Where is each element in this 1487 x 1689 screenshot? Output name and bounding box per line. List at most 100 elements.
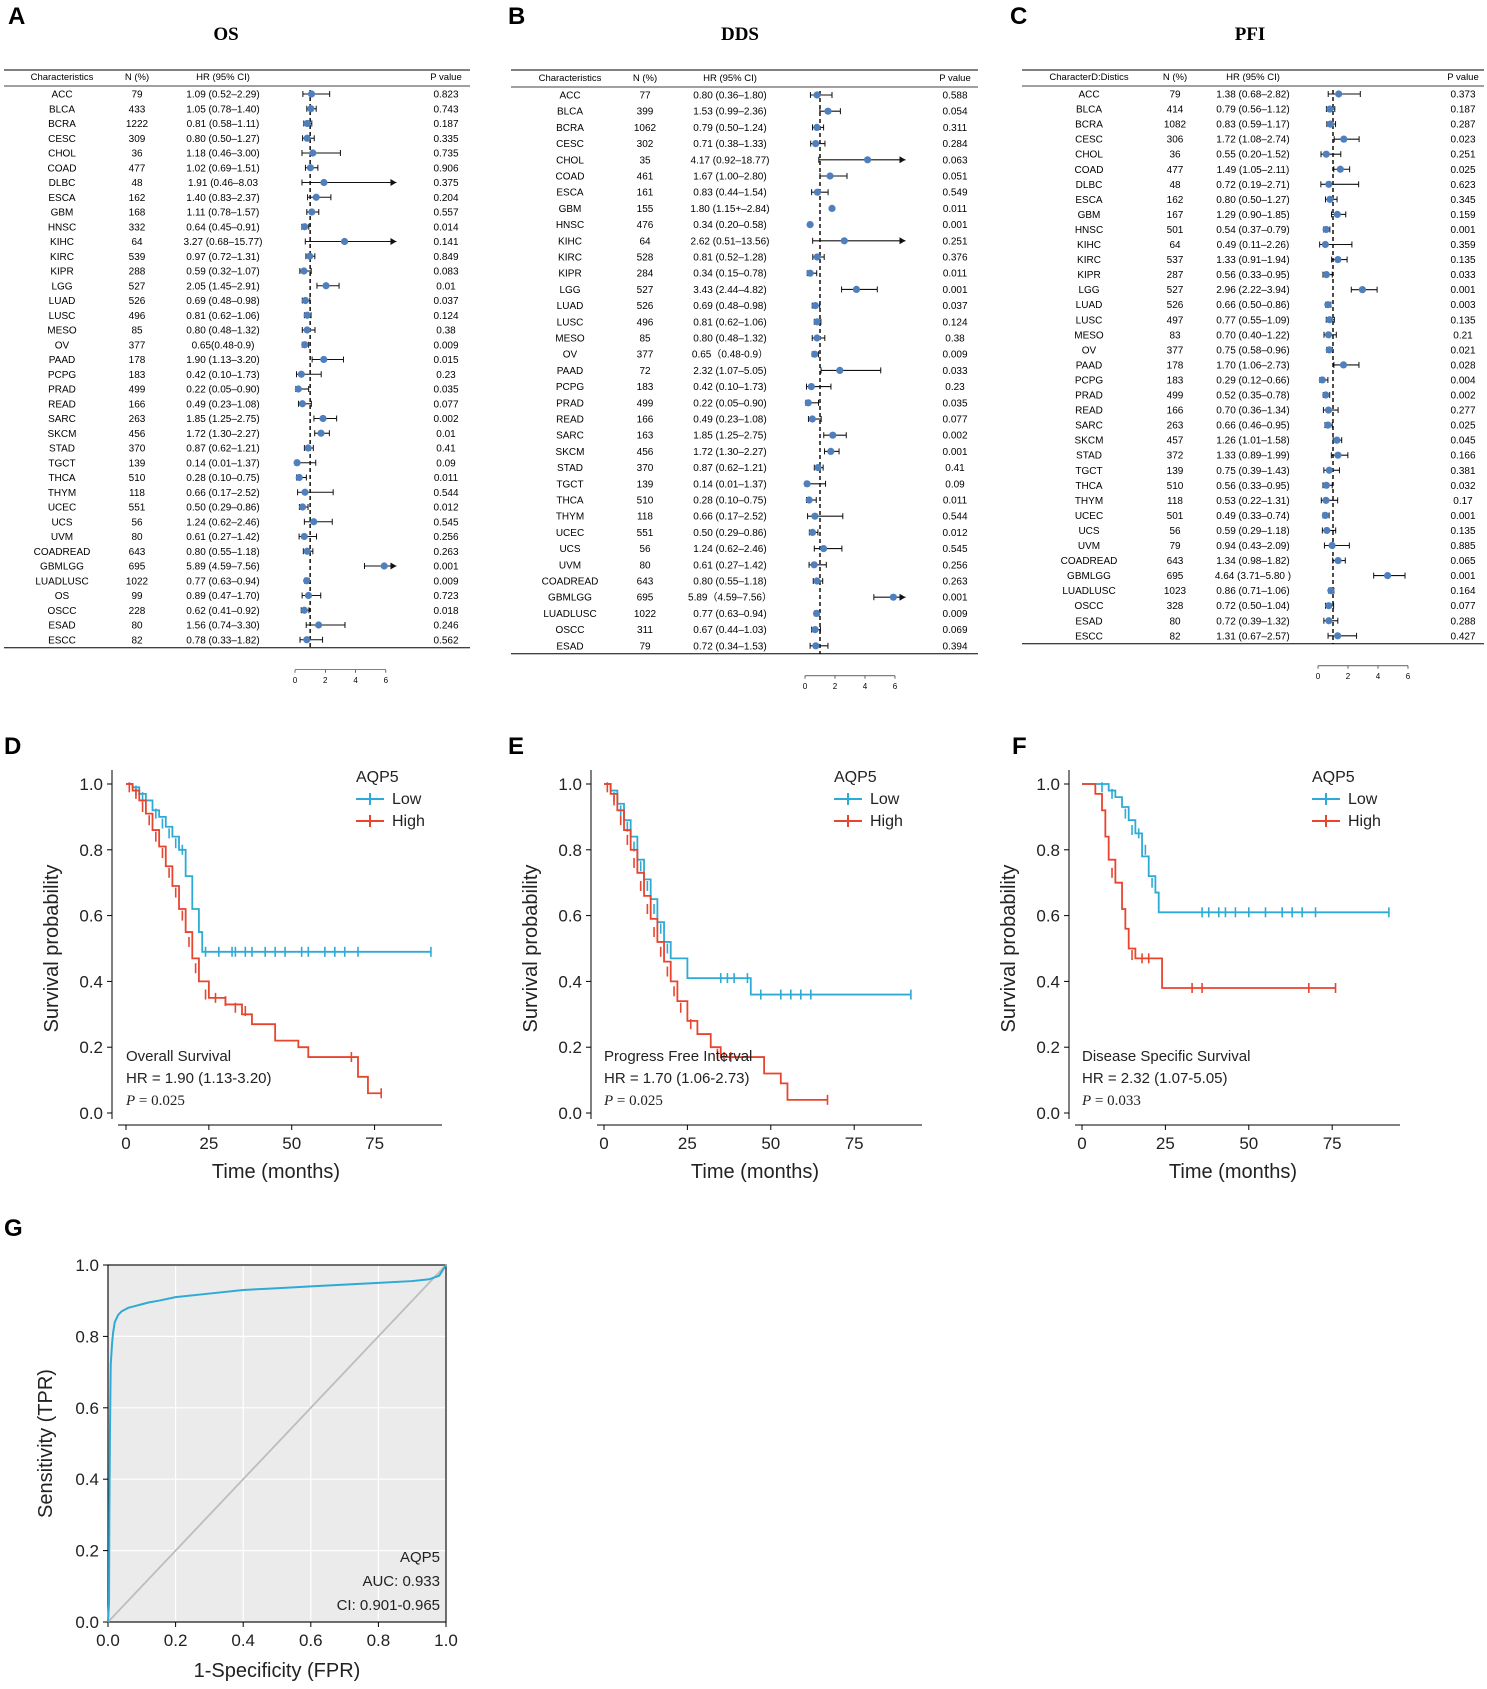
km-x-tick-label: 25 — [199, 1134, 218, 1153]
row-p-value: 0.037 — [942, 301, 967, 312]
row-hr-ci: 1.38 (0.68–2.82) — [1216, 90, 1289, 101]
hr-point — [803, 480, 811, 488]
row-hr-ci: 0.14 (0.01–1.37) — [186, 458, 259, 469]
row-label: THCA — [48, 473, 76, 484]
row-label: PRAD — [48, 385, 76, 396]
row-p-value: 0.623 — [1450, 180, 1475, 191]
row-n: 166 — [129, 399, 146, 410]
row-hr-ci: 0.65(0.48-0.9) — [192, 340, 255, 351]
row-label: LUADLUSC — [543, 609, 596, 620]
hr-point — [1325, 346, 1333, 354]
forest-title: OS — [213, 24, 238, 45]
row-p-value: 0.124 — [433, 311, 458, 322]
row-hr-ci: 1.05 (0.78–1.40) — [186, 104, 259, 115]
row-p-value: 0.906 — [433, 163, 458, 174]
row-p-value: 0.345 — [1450, 195, 1475, 206]
row-p-value: 0.394 — [942, 641, 967, 652]
row-p-value: 0.38 — [436, 326, 456, 337]
row-p-value: 0.083 — [433, 267, 458, 278]
row-label: CHOL — [1075, 150, 1103, 161]
hr-point — [297, 370, 305, 378]
hr-point — [810, 561, 818, 569]
p-value: = 0.033 — [1091, 1093, 1141, 1109]
hr-point — [1325, 180, 1333, 188]
row-n: 56 — [639, 544, 651, 555]
km-y-tick-label: 0.4 — [558, 972, 582, 991]
row-hr-ci: 3.27 (0.68–15.77) — [184, 237, 263, 248]
row-label: COAD — [556, 172, 585, 183]
row-p-value: 0.025 — [1450, 421, 1475, 432]
forest-row: PRAD 499 0.22 (0.05–0.90) 0.035 — [48, 385, 459, 396]
hr-point — [826, 172, 834, 180]
km-legend-label: High — [392, 813, 425, 830]
ci-arrow — [390, 562, 397, 570]
hr-point — [840, 237, 848, 245]
forest-row: STAD 370 0.87 (0.62–1.21) 0.41 — [49, 444, 456, 455]
row-hr-ci: 0.56 (0.33–0.95) — [1216, 481, 1289, 492]
km-annotation-hr: HR = 1.70 (1.06-2.73) — [604, 1070, 750, 1087]
row-hr-ci: 0.94 (0.43–2.09) — [1216, 541, 1289, 552]
km-legend-label: Low — [870, 791, 900, 808]
row-hr-ci: 0.34 (0.15–0.78) — [693, 269, 766, 280]
forest-row: CESC 306 1.72 (1.08–2.74) 0.023 — [1075, 135, 1476, 146]
row-label: GBM — [1078, 210, 1101, 221]
row-label: THYM — [48, 488, 76, 499]
row-n: 526 — [637, 301, 654, 312]
km-plot-progress-free-interval: 0.0 0.2 0.4 0.6 0.8 1.0 0 25 50 75 Time (months) Su… — [520, 769, 922, 1183]
row-hr-ci: 0.79 (0.56–1.12) — [1216, 105, 1289, 116]
hr-point — [1322, 225, 1330, 234]
panel-label-g: G — [4, 1215, 23, 1242]
row-p-value: 0.014 — [433, 222, 458, 233]
row-hr-ci: 1.80 (1.15+–2.84) — [690, 204, 769, 215]
row-p-value: 0.001 — [1450, 511, 1475, 522]
hr-point — [315, 621, 323, 629]
km-y-tick-label: 0.8 — [558, 841, 582, 860]
km-legend-label: Low — [392, 791, 422, 808]
row-n: 56 — [131, 517, 143, 528]
forest-row: READ 166 0.49 (0.23–1.08) 0.077 — [556, 415, 968, 426]
hr-point — [813, 318, 821, 326]
row-hr-ci: 0.67 (0.44–1.03) — [693, 625, 766, 636]
row-hr-ci: 0.77 (0.55–1.09) — [1216, 315, 1289, 326]
row-label: OSCC — [556, 625, 585, 636]
panel-label-f: F — [1012, 733, 1027, 760]
row-n: 539 — [129, 252, 146, 263]
roc-curve-reference — [107, 1264, 447, 1623]
hr-point — [322, 282, 330, 290]
row-hr-ci: 0.89 (0.47–1.70) — [186, 591, 259, 602]
km-x-tick-label: 50 — [761, 1134, 780, 1153]
row-label: SKCM — [1075, 436, 1104, 447]
row-label: GBMLGG — [1067, 571, 1111, 582]
hr-point — [1324, 331, 1333, 339]
row-n: 166 — [637, 415, 654, 426]
row-label: LGG — [559, 285, 580, 296]
row-p-value: 0.077 — [942, 415, 967, 426]
hr-point — [308, 208, 316, 216]
km-plot-overall-survival: 0.0 0.2 0.4 0.6 0.8 1.0 0 25 50 75 Time (months) Su… — [41, 769, 442, 1183]
hr-point — [300, 532, 308, 541]
forest-row: PCPG 183 0.29 (0.12–0.66) 0.004 — [1075, 375, 1476, 386]
forest-row: ACC 79 1.09 (0.52–2.29) 0.823 — [51, 90, 459, 101]
row-p-value: 0.065 — [1450, 556, 1475, 567]
row-n: 551 — [129, 503, 146, 514]
km-curve-high — [126, 783, 382, 1095]
row-n: 79 — [1169, 541, 1181, 552]
hr-point — [317, 429, 325, 437]
hr-point — [303, 636, 311, 644]
hr-point — [1339, 361, 1348, 369]
forest-row: READ 166 0.70 (0.36–1.34) 0.277 — [1075, 406, 1476, 417]
hr-point — [813, 577, 821, 585]
row-label: ESCA — [48, 193, 76, 204]
row-hr-ci: 0.86 (0.71–1.06) — [1216, 586, 1289, 597]
forest-row: KIRC 537 1.33 (0.91–1.94) 0.135 — [1077, 255, 1476, 266]
row-label: COADREAD — [542, 577, 599, 588]
row-label: LUAD — [557, 301, 584, 312]
hr-point — [1384, 572, 1392, 580]
panel-label-a: A — [8, 3, 25, 30]
column-header: HR (95% CI) — [196, 72, 250, 83]
row-hr-ci: 0.22 (0.05–0.90) — [693, 398, 766, 409]
row-p-value: 0.01 — [436, 281, 456, 292]
km-y-tick-label: 0.8 — [79, 841, 103, 860]
roc-y-tick-label: 0.6 — [75, 1399, 99, 1418]
forest-x-tick-label: 0 — [1316, 672, 1321, 681]
